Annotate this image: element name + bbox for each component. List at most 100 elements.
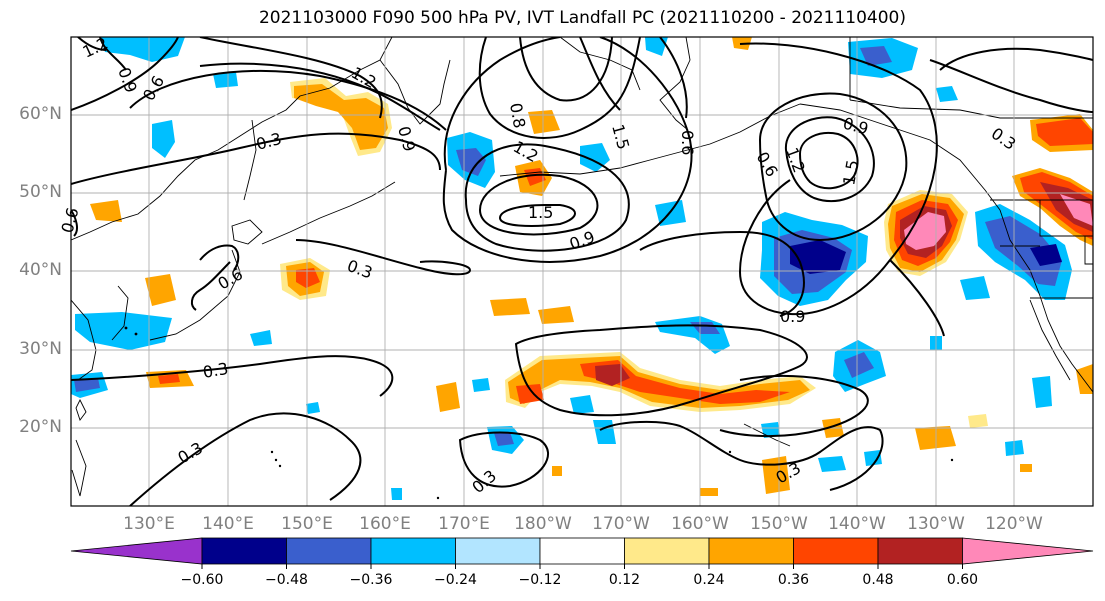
shade-pos-j [436, 382, 460, 412]
border-bc [849, 99, 1093, 119]
island-dot [270, 450, 274, 454]
coast-alaska [659, 37, 691, 131]
shade-neg-west [75, 312, 172, 350]
contour-label: 0.6 [753, 149, 782, 181]
colorbar-swatch [624, 537, 710, 565]
colorbar-swatch [877, 537, 963, 565]
coast-aleutians [499, 103, 801, 177]
shade-neg-nw [100, 37, 185, 62]
shade-neg-s3 [593, 420, 616, 444]
shade-pos-q [1020, 464, 1032, 472]
gridlines [71, 37, 1093, 506]
contour-label: 0.6 [139, 72, 168, 104]
shade-neg-ne2 [936, 86, 958, 102]
contour-low-3 [464, 143, 630, 252]
contour-label: 0.3 [254, 129, 284, 154]
shade-pos-socal [1076, 364, 1093, 394]
coast-korea [111, 285, 129, 341]
coast-kurils [261, 181, 396, 245]
lon-label-130w: 130°W [907, 514, 965, 534]
shade-neg-s10 [391, 488, 402, 500]
shade-pos-c [145, 274, 176, 306]
lon-label-160w: 160°W [671, 514, 729, 534]
contour-label: 0.9 [780, 307, 805, 326]
positive-shading [90, 37, 1093, 496]
lon-label-180w: 180°W [514, 514, 572, 534]
pv-contours [71, 37, 1093, 506]
colorbar-swatch [370, 537, 456, 565]
shade-neg-west2-core [74, 378, 100, 392]
colorbar-swatch [286, 537, 372, 565]
shade-neg-coast-blue [985, 216, 1062, 286]
contour-ak-3 [758, 92, 908, 242]
lon-label-170w: 170°W [592, 514, 650, 534]
shade-pos-okhotsk-or [294, 84, 388, 150]
shade-neg-s7 [864, 450, 882, 466]
colorbar [70, 537, 1094, 565]
contour-low-7 [579, 37, 621, 111]
colorbar-tick-label: −0.24 [434, 572, 477, 588]
colorbar-tick-label: 0.48 [862, 572, 894, 588]
contour-0.9-mid [639, 230, 805, 317]
colorbar-tick-label: −0.36 [349, 572, 393, 588]
coast-chukotka [559, 37, 641, 91]
contour-0.3-sw [129, 412, 362, 506]
contour-label: 1.5 [839, 158, 862, 186]
ivt-pc-shading [71, 37, 1093, 500]
contour-0.3-east [929, 59, 1093, 113]
contour-0.3-east2 [939, 47, 1093, 71]
shade-neg-s6 [818, 456, 846, 472]
coast-gulf [799, 103, 1001, 211]
shade-neg-s1-core [844, 352, 874, 378]
contour-0.6-okh [129, 69, 447, 131]
contour-label: 0.6 [215, 264, 247, 293]
island-dot [728, 450, 732, 454]
island-dot [950, 458, 954, 462]
contour-ak-4 [784, 116, 875, 202]
contour-0.3-big [514, 324, 808, 417]
lon-label-140w: 140°W [828, 514, 886, 534]
colorbar-tick-label: 0.60 [946, 572, 979, 588]
colorbar-swatch [539, 537, 625, 565]
coast-bc [999, 209, 1093, 393]
shade-neg-main-core [790, 240, 846, 274]
coast-taiwan [75, 398, 87, 421]
shade-neg-ne-core [860, 46, 892, 66]
colorbar-swatch-extend-high [962, 537, 1094, 565]
lon-label-170e: 170°E [438, 514, 490, 534]
shade-pos-n [700, 488, 718, 496]
contour-label: 0.6 [58, 206, 83, 236]
contour-low-5 [478, 37, 641, 139]
contour-label: 0.3 [345, 256, 375, 283]
lat-label-20n: 20°N [19, 417, 62, 437]
colorbar-swatch [793, 537, 879, 565]
shade-pos-i [538, 306, 574, 324]
contour-label: 0.8 [506, 101, 529, 129]
coast-sakhalin [243, 119, 257, 201]
contour-1.2-okh [199, 37, 383, 119]
shade-neg-mid [655, 316, 730, 354]
shade-pos-band-red [580, 360, 790, 404]
shade-pos-a [90, 200, 122, 222]
shade-pos-bc2-red [1036, 118, 1093, 146]
shade-neg-e4 [1005, 440, 1024, 456]
colorbar-tick-label: 0.36 [777, 572, 810, 588]
contour-0.3-south2 [599, 420, 884, 491]
shade-pos-d-core [158, 374, 180, 384]
contour-0.3-south [458, 431, 550, 488]
island-dots [124, 326, 954, 500]
contour-1.2-nw [77, 37, 107, 51]
island-dot [124, 326, 128, 330]
contour-0.6-nw [71, 37, 179, 111]
map-title: 2021103000 F090 500 hPa PV, IVT Landfall… [258, 8, 906, 28]
colorbar-tick-label: −0.48 [265, 572, 308, 588]
shade-neg-e3 [1032, 376, 1052, 408]
shade-neg-japan [250, 330, 272, 346]
coastlines [71, 37, 1093, 497]
colorbar-swatch [455, 537, 541, 565]
contour-0.3-west [71, 355, 394, 397]
shade-neg-top [645, 37, 668, 56]
contour-label: 0.9 [114, 65, 141, 95]
lon-label-150w: 150°W [750, 514, 808, 534]
